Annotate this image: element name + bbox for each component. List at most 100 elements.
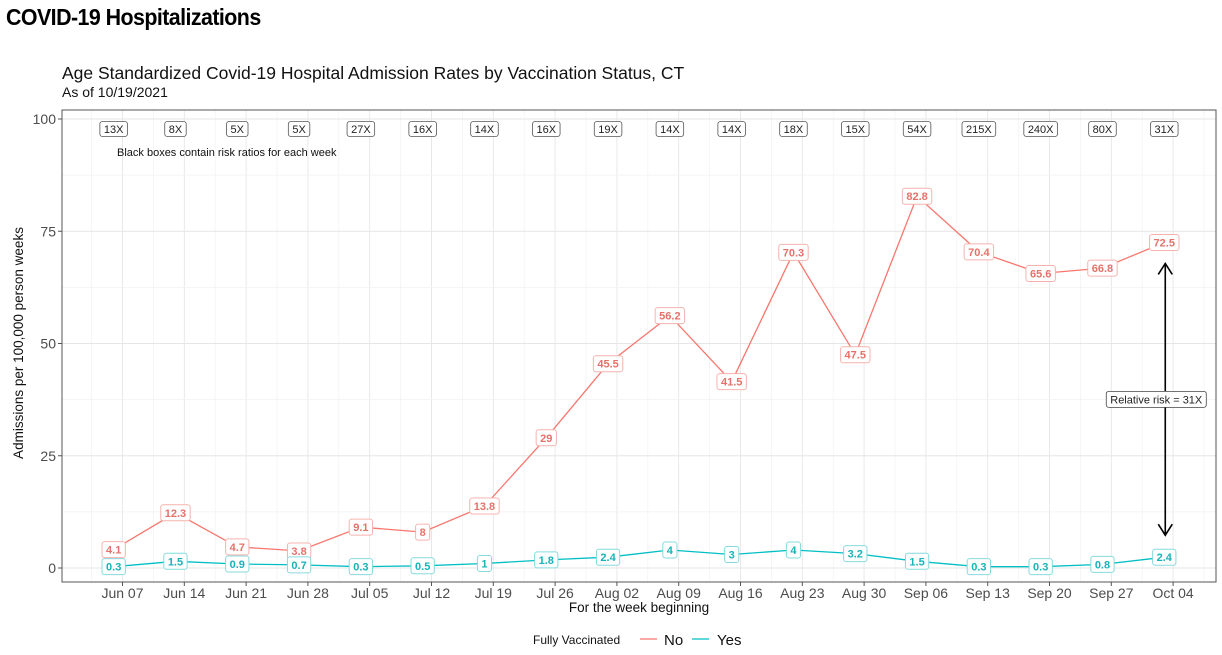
- data-label-yes-box: [904, 552, 930, 570]
- data-label-no-box: [840, 346, 871, 364]
- data-label-no: 4.7: [225, 538, 250, 556]
- risk-ratio-label: 14X: [470, 121, 499, 137]
- data-label-no: 12.3: [160, 504, 191, 522]
- x-tick-label: Jul 12: [413, 585, 451, 601]
- x-tick-label: Jul 05: [351, 585, 389, 601]
- risk-ratio-label-text: 31X: [1154, 124, 1174, 136]
- data-label-yes-text: 3: [729, 550, 735, 562]
- y-tick-label: 100: [33, 111, 57, 127]
- risk-ratio-label-text: 240X: [1028, 124, 1054, 136]
- data-label-yes: 0.9: [225, 555, 250, 573]
- arrow-head-down-icon: [1157, 523, 1173, 537]
- risk-ratio-label: 15X: [841, 121, 870, 137]
- data-label-yes: 0.3: [1028, 558, 1053, 576]
- risk-ratio-label-text: 14X: [660, 124, 680, 136]
- data-label-no-box: [1087, 259, 1118, 277]
- risk-ratio-label: 80X: [1088, 121, 1117, 137]
- risk-ratio-label: 240X: [1023, 121, 1058, 137]
- data-label-no-box: [415, 523, 431, 541]
- risk-ratio-label-box: [961, 121, 997, 137]
- data-label-no-text: 56.2: [659, 311, 680, 323]
- risk-ratio-label: 5X: [287, 121, 311, 137]
- data-label-yes-text: 1.5: [168, 556, 183, 568]
- arrow-head-up-icon: [1157, 261, 1173, 275]
- risk-ratio-label: 16X: [532, 121, 561, 137]
- data-label-yes-box: [1152, 548, 1177, 566]
- data-label-yes: 1.8: [534, 551, 559, 569]
- data-label-yes-box: [476, 555, 493, 573]
- data-label-no-text: 13.8: [474, 501, 495, 513]
- risk-ratio-label-box: [408, 121, 437, 137]
- data-label-no: 8: [415, 523, 431, 541]
- risk-box-note: Black boxes contain risk ratios for each…: [117, 147, 337, 159]
- data-label-no-box: [225, 538, 250, 556]
- risk-ratio-label-text: 215X: [966, 124, 992, 136]
- data-label-no-text: 12.3: [165, 508, 186, 520]
- data-label-yes: 3.2: [843, 545, 868, 563]
- data-label-no-text: 45.5: [597, 359, 618, 371]
- risk-ratio-label-box: [1023, 121, 1058, 137]
- data-label-yes: 0.8: [1090, 555, 1115, 573]
- data-label-no-text: 4.1: [106, 545, 121, 557]
- x-tick-label: Sep 27: [1089, 585, 1134, 601]
- risk-ratio-label-text: 5X: [231, 124, 245, 136]
- data-label-no-box: [901, 187, 933, 205]
- panel-border: [61, 109, 1217, 583]
- risk-ratio-label: 14X: [655, 121, 685, 137]
- data-label-no-text: 47.5: [845, 350, 866, 362]
- series-group: 4.112.34.7 3.89.1 813.82945.556.241.570.34…: [101, 187, 1180, 576]
- data-label-no-text: 29: [540, 433, 552, 445]
- relative-risk-box: [1105, 390, 1207, 408]
- plot-panel: [62, 110, 1216, 582]
- data-label-yes-text: 1.5: [909, 556, 924, 568]
- data-label-no: 47.5: [840, 346, 871, 364]
- data-label-yes-text: 2.4: [600, 552, 616, 564]
- data-label-yes-box: [843, 545, 868, 563]
- data-label-yes-box: [595, 548, 621, 566]
- data-label-no-text: 70.3: [783, 247, 804, 259]
- risk-ratio-label-box: [655, 121, 685, 137]
- y-axis-title: Admissions per 100,000 person weeks: [11, 227, 26, 459]
- legend-label-no: No: [664, 632, 683, 649]
- chart-title: Age Standardized Covid-19 Hospital Admis…: [62, 63, 685, 83]
- risk-ratio-label: 19X: [593, 121, 623, 137]
- data-label-yes-text: 0.9: [230, 559, 245, 571]
- risk-ratio-label-text: 54X: [907, 124, 927, 136]
- x-tick-label: Aug 09: [657, 585, 702, 601]
- relative-risk-text: Relative risk = 31X: [1110, 394, 1203, 406]
- data-label-no-box: [963, 243, 995, 261]
- data-label-yes-box: [534, 551, 559, 569]
- data-label-no-box: [592, 355, 624, 373]
- risk-ratio-label-text: 14X: [475, 124, 495, 136]
- x-axis-title: For the week beginning: [569, 600, 709, 615]
- data-label-yes-text: 2.4: [1157, 552, 1173, 564]
- data-label-no-text: 41.5: [721, 377, 742, 389]
- data-label-no: 3.8: [286, 542, 312, 560]
- risk-ratio-label-box: [902, 121, 932, 137]
- x-tick-label: Jun 07: [101, 585, 143, 601]
- data-label-yes-box: [163, 552, 188, 570]
- gridlines: [62, 110, 1216, 582]
- risk-ratio-label-box: [779, 121, 808, 137]
- data-label-yes-text: 4: [790, 545, 797, 557]
- risk-ratio-label-box: [226, 121, 249, 137]
- y-tick-label: 50: [40, 336, 56, 352]
- data-label-no: 70.4: [963, 243, 995, 261]
- risk-ratio-label: 215X: [961, 121, 997, 137]
- legend-title: Fully Vaccinated: [533, 633, 620, 647]
- x-tick-label: Aug 30: [842, 585, 887, 601]
- data-label-yes: 0.5: [410, 557, 435, 575]
- risk-ratio-label: 8X: [164, 121, 187, 137]
- risk-ratio-label-box: [470, 121, 499, 137]
- data-label-yes-text: 3.2: [848, 549, 863, 561]
- data-label-no-box: [469, 497, 500, 515]
- risk-ratio-label: 27X: [346, 121, 376, 137]
- data-label-yes-box: [101, 558, 126, 576]
- x-tick-label: Jun 21: [225, 585, 267, 601]
- x-tick-label: Sep 06: [904, 585, 949, 601]
- data-label-yes: 2.4: [1152, 548, 1177, 566]
- risk-ratio-label-box: [287, 121, 311, 137]
- data-label-no: 13.8: [469, 497, 500, 515]
- data-label-yes: 0.3: [966, 558, 992, 576]
- data-label-yes-text: 0.8: [1095, 559, 1110, 571]
